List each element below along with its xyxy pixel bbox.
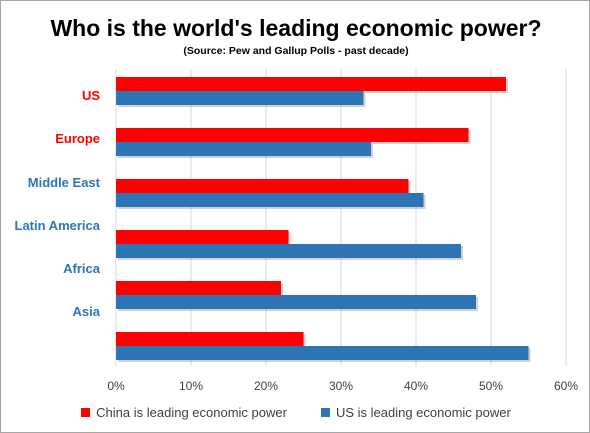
- bar: [116, 179, 409, 193]
- x-tick-label: 10%: [179, 379, 203, 393]
- chart-title: Who is the world's leading economic powe…: [50, 15, 542, 41]
- bar-chart: 0% 10% 20% 30% 40% 50% 60% US Europe Middle East L…: [15, 69, 578, 393]
- category-label: Africa: [63, 261, 101, 276]
- legend-item-us: US is leading economic power: [320, 405, 511, 420]
- bar: [116, 244, 461, 258]
- bar: [116, 128, 469, 142]
- bar: [116, 346, 529, 360]
- x-tick-label: 0%: [107, 379, 125, 393]
- legend-item-china: China is leading economic power: [81, 405, 287, 420]
- chart-subtitle: (Source: Pew and Gallup Polls - past dec…: [183, 45, 409, 57]
- category-label: Middle East: [28, 175, 101, 190]
- bar: [116, 332, 304, 346]
- x-tick-label: 60%: [554, 379, 578, 393]
- chart-legend: China is leading economic power US is le…: [1, 405, 590, 420]
- bar: [116, 142, 371, 156]
- bar: [116, 230, 289, 244]
- bar: [116, 91, 364, 105]
- legend-swatch-us: [320, 408, 330, 417]
- category-label: Europe: [55, 131, 100, 146]
- x-tick-label: 20%: [254, 379, 278, 393]
- category-label: Latin America: [15, 218, 101, 233]
- category-label: Asia: [73, 304, 101, 319]
- bar: [116, 295, 476, 309]
- legend-label-china: China is leading economic power: [96, 405, 287, 420]
- x-tick-label: 50%: [479, 379, 503, 393]
- bar: [116, 281, 281, 295]
- legend-label-us: US is leading economic power: [335, 405, 511, 420]
- bar: [116, 77, 506, 91]
- bar: [116, 193, 424, 207]
- x-tick-label: 30%: [329, 379, 353, 393]
- x-tick-label: 40%: [404, 379, 428, 393]
- legend-swatch-china: [81, 408, 91, 417]
- category-label: US: [82, 88, 100, 103]
